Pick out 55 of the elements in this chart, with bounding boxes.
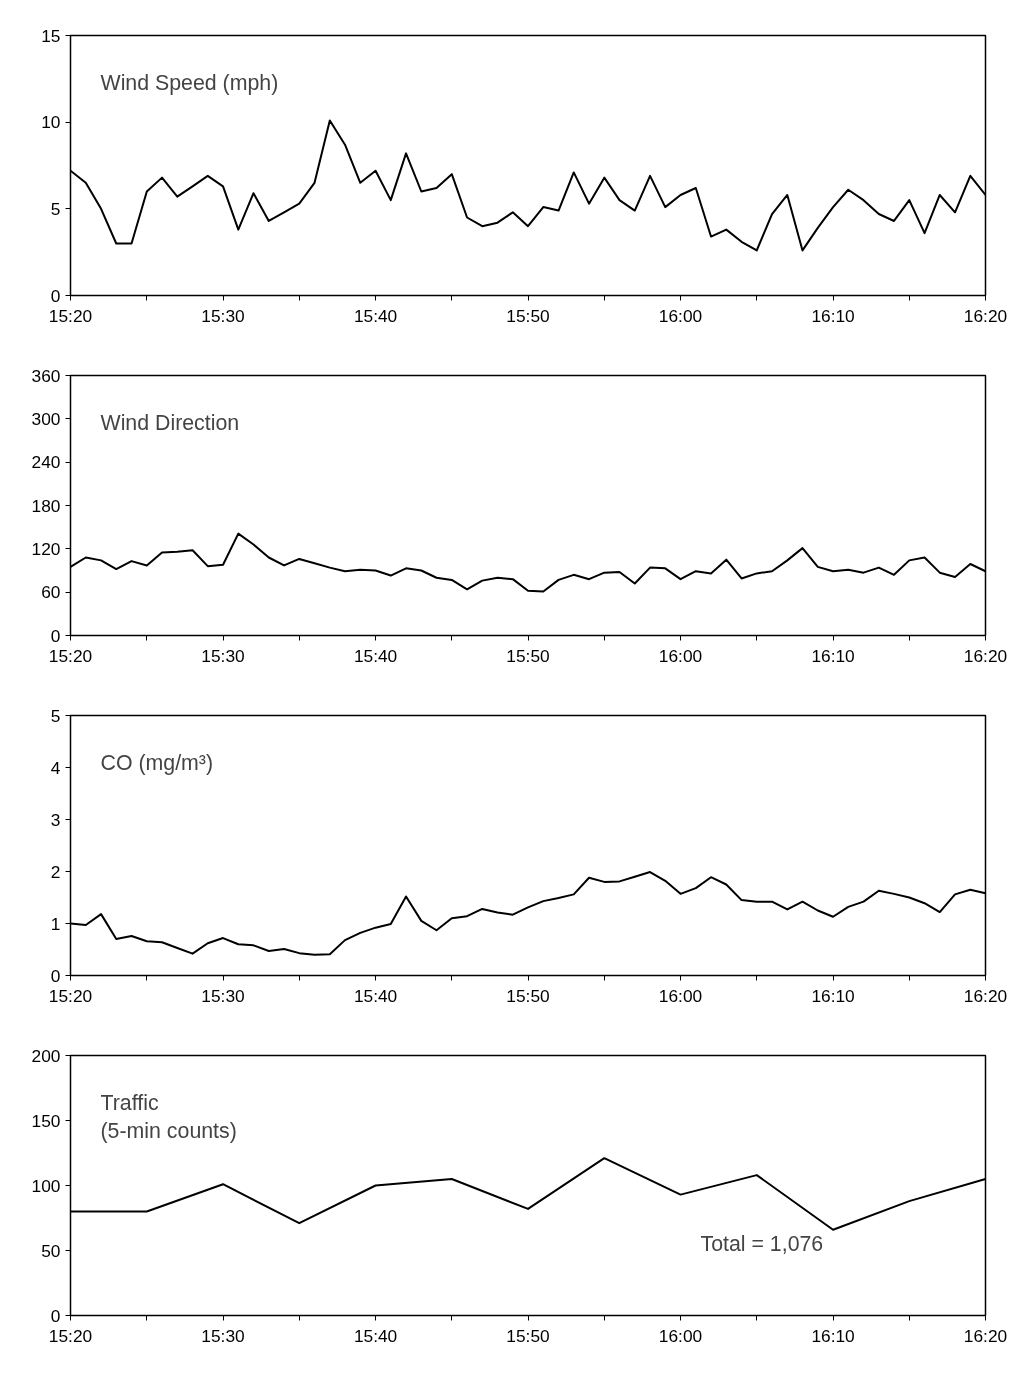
x-tick-label: 16:20 xyxy=(963,305,1008,326)
y-tick-label: 0 xyxy=(50,625,61,646)
x-tick-label: 15:40 xyxy=(353,645,398,666)
y-tick-label: 3 xyxy=(50,809,61,830)
y-tick-label: 180 xyxy=(31,495,61,516)
y-tick-label: 300 xyxy=(31,408,61,429)
y-tick-label: 240 xyxy=(31,452,61,473)
annotation: Total = 1,076 xyxy=(700,1231,824,1256)
y-tick-label: 1 xyxy=(50,913,61,934)
x-tick-label: 16:00 xyxy=(658,645,703,666)
y-tick-label: 0 xyxy=(50,1305,61,1326)
y-tick-label: 120 xyxy=(31,538,61,559)
text: Wind Direction xyxy=(100,410,240,435)
y-tick-label: 4 xyxy=(50,757,61,778)
text: Wind Speed (mph) xyxy=(100,70,279,95)
x-tick-label: 16:00 xyxy=(658,305,703,326)
x-tick-label: 16:20 xyxy=(963,1325,1008,1346)
x-tick-label: 16:10 xyxy=(811,305,855,326)
text: CO (mg/m³) xyxy=(100,750,214,775)
x-tick-label: 15:30 xyxy=(201,985,245,1006)
x-tick-label: 15:30 xyxy=(201,645,245,666)
y-tick-label: 360 xyxy=(31,365,61,386)
x-tick-label: 15:20 xyxy=(48,985,93,1006)
x-tick-label: 15:20 xyxy=(48,1325,93,1346)
y-tick-label: 10 xyxy=(41,112,61,133)
x-tick-label: 16:10 xyxy=(811,1325,855,1346)
x-tick-label: 16:00 xyxy=(658,985,703,1006)
y-tick-label: 5 xyxy=(50,705,61,726)
x-tick-label: 15:40 xyxy=(353,985,398,1006)
y-tick-label: 100 xyxy=(31,1175,61,1196)
y-tick-label: 5 xyxy=(50,198,61,219)
x-tick-label: 15:30 xyxy=(201,1325,245,1346)
y-tick-label: 15 xyxy=(41,25,61,46)
x-tick-label: 15:50 xyxy=(506,985,550,1006)
y-tick-label: 150 xyxy=(31,1110,61,1131)
x-tick-label: 15:40 xyxy=(353,305,398,326)
y-tick-label: 200 xyxy=(31,1045,61,1066)
y-tick-label: 0 xyxy=(50,285,61,306)
y-tick-label: 50 xyxy=(41,1240,61,1261)
y-tick-label: 2 xyxy=(50,861,61,882)
y-tick-label: 60 xyxy=(41,582,61,603)
x-tick-label: 16:20 xyxy=(963,985,1008,1006)
y-tick-label: 0 xyxy=(50,965,61,986)
x-tick-label: 15:20 xyxy=(48,645,93,666)
x-tick-label: 15:20 xyxy=(48,305,93,326)
x-tick-label: 15:50 xyxy=(506,1325,550,1346)
x-tick-label: 15:30 xyxy=(201,305,245,326)
x-tick-label: 15:50 xyxy=(506,645,550,666)
text: Traffic (5-min counts) xyxy=(100,1090,237,1144)
x-tick-label: 16:20 xyxy=(963,645,1008,666)
x-tick-label: 16:00 xyxy=(658,1325,703,1346)
x-tick-label: 15:40 xyxy=(353,1325,398,1346)
x-tick-label: 15:50 xyxy=(506,305,550,326)
x-tick-label: 16:10 xyxy=(811,985,855,1006)
x-tick-label: 16:10 xyxy=(811,645,855,666)
